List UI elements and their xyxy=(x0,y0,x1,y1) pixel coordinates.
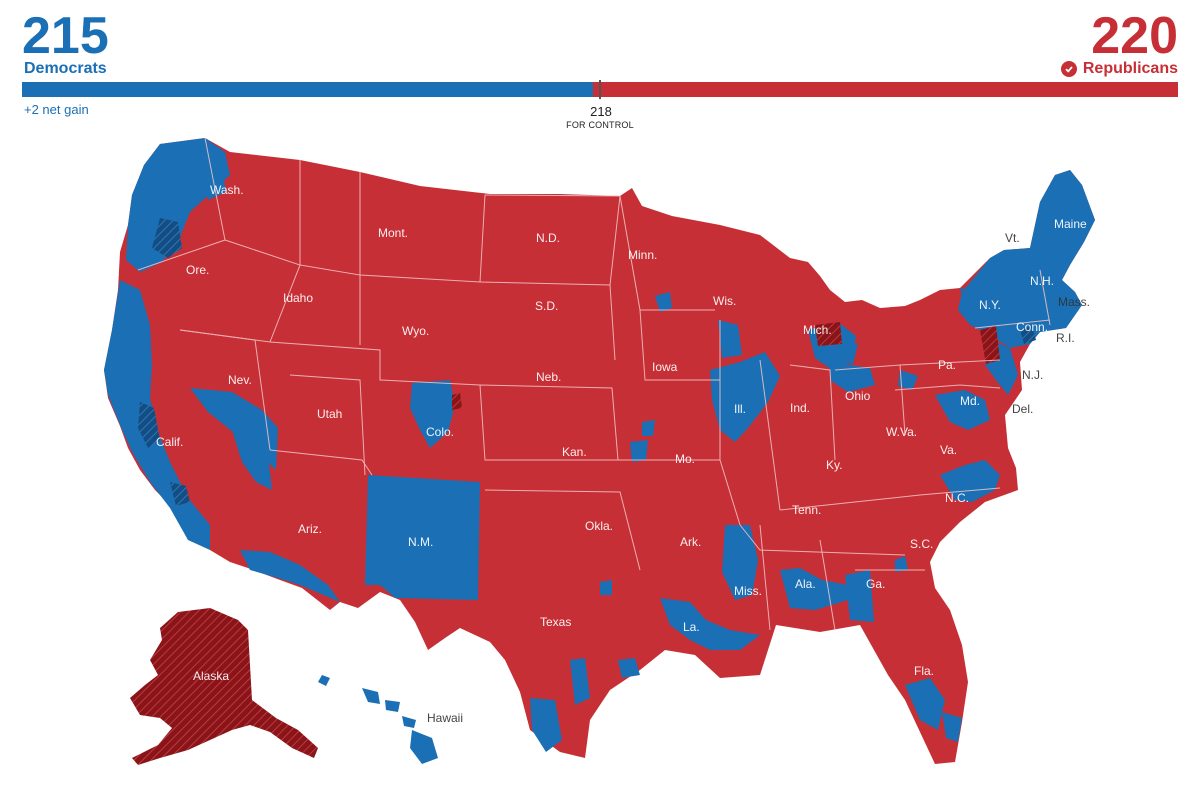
republican-label: Republicans xyxy=(1060,60,1178,78)
democrat-seat-count: 215 xyxy=(22,7,109,65)
democrat-net-gain: +2 net gain xyxy=(24,102,89,117)
state-label-mo: Mo. xyxy=(675,452,695,466)
state-label-ca: Calif. xyxy=(156,435,183,449)
state-label-ia: Iowa xyxy=(652,360,678,374)
state-label-ak: Alaska xyxy=(193,669,229,683)
alaska-shape xyxy=(130,608,318,765)
state-label-de: Del. xyxy=(1012,402,1033,416)
state-label-nj: N.J. xyxy=(1022,368,1043,382)
state-label-ks: Kan. xyxy=(562,445,587,459)
flipped-districts xyxy=(138,218,1036,506)
state-label-wv: W.Va. xyxy=(886,425,917,439)
state-label-md: Md. xyxy=(960,394,980,408)
state-label-vt: Vt. xyxy=(1005,231,1020,245)
state-label-oh: Ohio xyxy=(845,389,871,403)
state-borders xyxy=(137,137,1051,631)
state-label-ri: R.I. xyxy=(1056,331,1075,345)
state-label-ky: Ky. xyxy=(826,458,842,472)
state-label-ok: Okla. xyxy=(585,519,613,533)
state-label-id: Idaho xyxy=(283,291,313,305)
state-label-mn: Minn. xyxy=(628,248,657,262)
seat-balance-bar xyxy=(22,82,1178,97)
state-label-ga: Ga. xyxy=(866,577,885,591)
democrat-label: Democrats xyxy=(24,60,107,77)
state-label-me: Maine xyxy=(1054,217,1087,231)
state-label-nc: N.C. xyxy=(945,491,969,505)
state-label-ne: Neb. xyxy=(536,370,561,384)
state-label-wi: Wis. xyxy=(713,294,736,308)
control-threshold-tick xyxy=(599,80,601,99)
state-label-wy: Wyo. xyxy=(402,324,429,338)
control-threshold-label: FOR CONTROL xyxy=(566,120,634,130)
state-label-fl: Fla. xyxy=(914,664,934,678)
state-label-ms: Miss. xyxy=(734,584,762,598)
state-label-nh: N.H. xyxy=(1030,274,1054,288)
state-label-ar: Ark. xyxy=(680,535,701,549)
state-label-nm: N.M. xyxy=(408,535,433,549)
state-label-co: Colo. xyxy=(426,425,454,439)
state-label-la: La. xyxy=(683,620,700,634)
state-label-in: Ind. xyxy=(790,401,810,415)
us-house-results-map: Wash. Ore. Calif. Nev. Idaho Mont. Wyo. … xyxy=(104,137,1095,765)
state-label-nv: Nev. xyxy=(228,373,252,387)
state-label-az: Ariz. xyxy=(298,522,322,536)
state-labels: Wash. Ore. Calif. Nev. Idaho Mont. Wyo. … xyxy=(156,183,1090,725)
state-label-nd: N.D. xyxy=(536,231,560,245)
check-icon xyxy=(1060,61,1077,77)
state-label-wa: Wash. xyxy=(210,183,244,197)
control-threshold-number: 218 xyxy=(590,104,612,119)
state-label-sc: S.C. xyxy=(910,537,933,551)
democrat-bar-fill xyxy=(22,82,594,97)
contiguous-us-shape xyxy=(104,138,1095,764)
republican-bar-fill xyxy=(593,82,1178,97)
state-label-sd: S.D. xyxy=(535,299,558,313)
state-label-hi: Hawaii xyxy=(427,711,463,725)
state-label-ma: Mass. xyxy=(1058,295,1090,309)
state-label-tn: Tenn. xyxy=(792,503,821,517)
state-label-or: Ore. xyxy=(186,263,209,277)
republican-label-text: Republicans xyxy=(1082,60,1178,77)
state-label-va: Va. xyxy=(940,443,957,457)
state-label-tx: Texas xyxy=(540,615,571,629)
democratic-districts xyxy=(104,138,1095,764)
state-label-mi: Mich. xyxy=(803,323,832,337)
state-label-ct: Conn. xyxy=(1016,320,1048,334)
state-label-il: Ill. xyxy=(734,402,746,416)
state-label-ut: Utah xyxy=(317,407,342,421)
state-label-mt: Mont. xyxy=(378,226,408,240)
state-label-ny: N.Y. xyxy=(979,298,1001,312)
republican-seat-count: 220 xyxy=(1091,7,1178,65)
state-label-pa: Pa. xyxy=(938,358,956,372)
state-label-al: Ala. xyxy=(795,577,816,591)
